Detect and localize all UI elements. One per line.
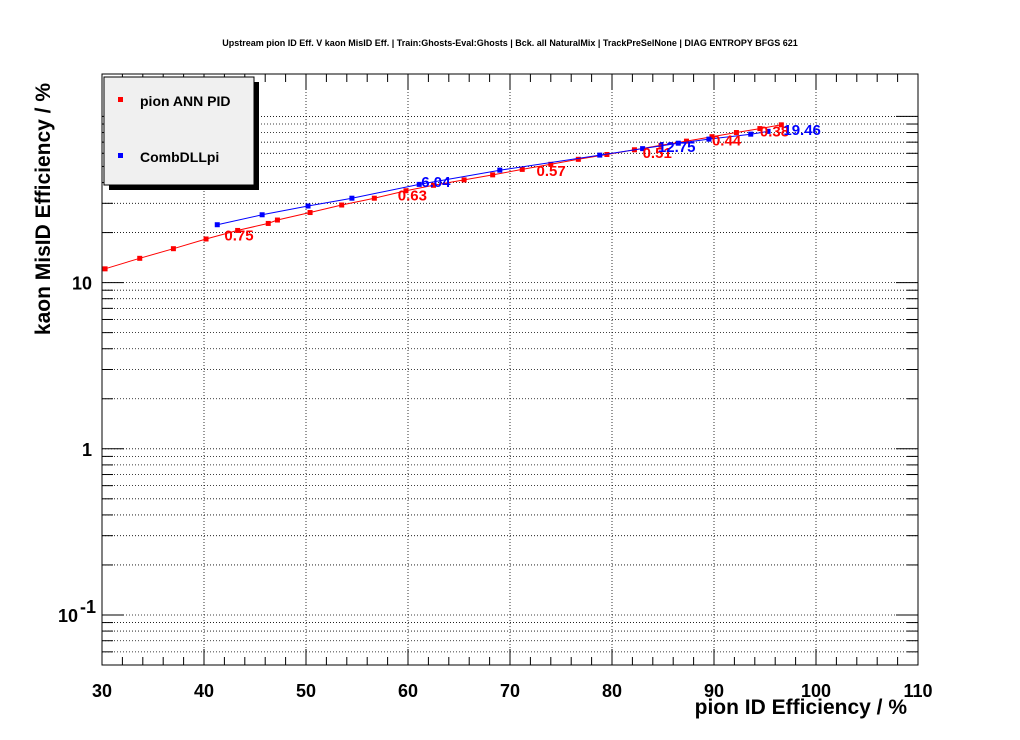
legend-marker-pion-ann-pid (118, 97, 123, 102)
legend-box (103, 76, 255, 186)
series-line-combdllpi (217, 130, 769, 226)
data-point (597, 152, 603, 158)
y-tick-label: 10 (58, 606, 78, 626)
data-point (490, 172, 496, 178)
data-point (497, 167, 503, 173)
data-label: 0.44 (712, 133, 742, 150)
data-point (371, 195, 377, 201)
data-label: 19.46 (783, 122, 821, 139)
data-point (274, 217, 280, 223)
x-tick-label: 80 (602, 681, 622, 701)
data-label: 12.75 (658, 139, 696, 156)
x-axis-label: pion ID Efficiency / % (695, 696, 908, 719)
data-label: 0.38 (760, 124, 789, 141)
data-point (339, 202, 345, 208)
data-point (203, 236, 209, 242)
data-point (461, 177, 467, 183)
x-tick-label: 110 (903, 681, 932, 701)
data-point (307, 210, 313, 216)
data-point (259, 212, 265, 218)
data-point (416, 181, 422, 187)
data-point (575, 156, 581, 162)
data-label: 0.75 (224, 227, 253, 244)
x-tick-label: 30 (92, 681, 112, 701)
data-point (733, 130, 739, 136)
y-tick-exponent: -1 (80, 597, 96, 617)
annotation-layer: 0.75 0.63 0.57 0.51 0.44 0.38 6.04 12.75 19.46 (224, 122, 821, 244)
x-tick-label: 70 (500, 681, 520, 701)
data-point (403, 188, 409, 194)
data-point (102, 266, 108, 272)
data-point (709, 134, 715, 140)
data-point (706, 136, 712, 142)
data-label: 0.63 (398, 187, 427, 204)
data-point (305, 203, 311, 209)
series-layer (102, 122, 784, 272)
data-point (170, 246, 176, 252)
data-point (748, 131, 754, 137)
y-tick-label: 1 (82, 440, 92, 460)
data-point (765, 128, 771, 134)
data-point (640, 146, 646, 152)
data-point (675, 140, 681, 146)
data-point (137, 255, 143, 261)
chart-title: Upstream pion ID Eff. V kaon MisID Eff. … (222, 38, 798, 48)
legend-label-pion-ann-pid: pion ANN PID (140, 93, 230, 109)
data-point (214, 222, 220, 228)
data-point (548, 161, 554, 167)
data-point (431, 182, 436, 188)
y-tick-label: 10 (72, 274, 92, 294)
data-label: 6.04 (421, 174, 451, 191)
data-label: 0.57 (537, 163, 566, 180)
data-label: 0.51 (643, 145, 672, 162)
x-tick-label: 50 (296, 681, 316, 701)
x-tick-label: 40 (194, 681, 214, 701)
data-point (519, 166, 525, 172)
y-axis-label: kaon MisID Efficiency / % (32, 83, 55, 335)
legend-label-combdllpi: CombDLLpi (140, 149, 219, 165)
x-tick-label: 100 (801, 681, 831, 701)
x-tick-label: 60 (398, 681, 418, 701)
x-tick-label: 90 (704, 681, 724, 701)
legend: pion ANN PID CombDLLpi (103, 76, 259, 190)
legend-marker-combdllpi (118, 153, 123, 158)
data-point (349, 195, 355, 201)
data-point (757, 126, 763, 132)
data-point (265, 220, 271, 226)
data-point (778, 122, 784, 128)
data-point (235, 227, 241, 233)
data-point (683, 138, 689, 144)
